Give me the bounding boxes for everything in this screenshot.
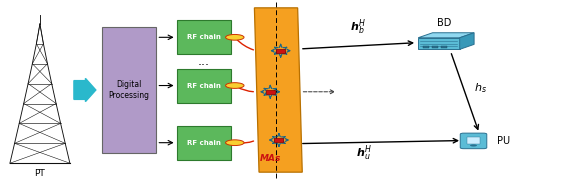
Circle shape xyxy=(470,144,477,147)
Text: RF chain: RF chain xyxy=(187,140,221,146)
FancyBboxPatch shape xyxy=(460,133,487,149)
Polygon shape xyxy=(254,8,302,172)
Text: RF chain: RF chain xyxy=(187,34,221,40)
FancyBboxPatch shape xyxy=(441,46,447,48)
Text: PT: PT xyxy=(35,168,45,177)
Circle shape xyxy=(225,140,244,146)
Polygon shape xyxy=(460,33,474,49)
Text: ...: ... xyxy=(198,55,210,68)
FancyBboxPatch shape xyxy=(432,46,438,48)
Text: MAs: MAs xyxy=(260,154,281,163)
Text: $\boldsymbol{h}_u^H$: $\boldsymbol{h}_u^H$ xyxy=(356,143,372,163)
FancyBboxPatch shape xyxy=(176,69,231,102)
FancyBboxPatch shape xyxy=(418,38,460,49)
Text: $\boldsymbol{h}_b^H$: $\boldsymbol{h}_b^H$ xyxy=(350,18,366,37)
Text: PU: PU xyxy=(497,136,510,146)
Circle shape xyxy=(225,83,244,88)
FancyArrow shape xyxy=(74,78,96,102)
Text: RF chain: RF chain xyxy=(187,83,221,89)
FancyBboxPatch shape xyxy=(275,138,283,142)
Polygon shape xyxy=(418,33,474,38)
FancyBboxPatch shape xyxy=(276,49,285,53)
Text: Digital
Processing: Digital Processing xyxy=(109,80,150,100)
FancyBboxPatch shape xyxy=(176,126,231,160)
FancyBboxPatch shape xyxy=(266,90,275,94)
Circle shape xyxy=(225,34,244,40)
FancyBboxPatch shape xyxy=(176,20,231,54)
Text: BD: BD xyxy=(438,18,452,28)
Text: $h_s$: $h_s$ xyxy=(474,81,487,95)
FancyBboxPatch shape xyxy=(466,137,480,144)
FancyBboxPatch shape xyxy=(102,28,157,152)
FancyBboxPatch shape xyxy=(423,46,428,48)
